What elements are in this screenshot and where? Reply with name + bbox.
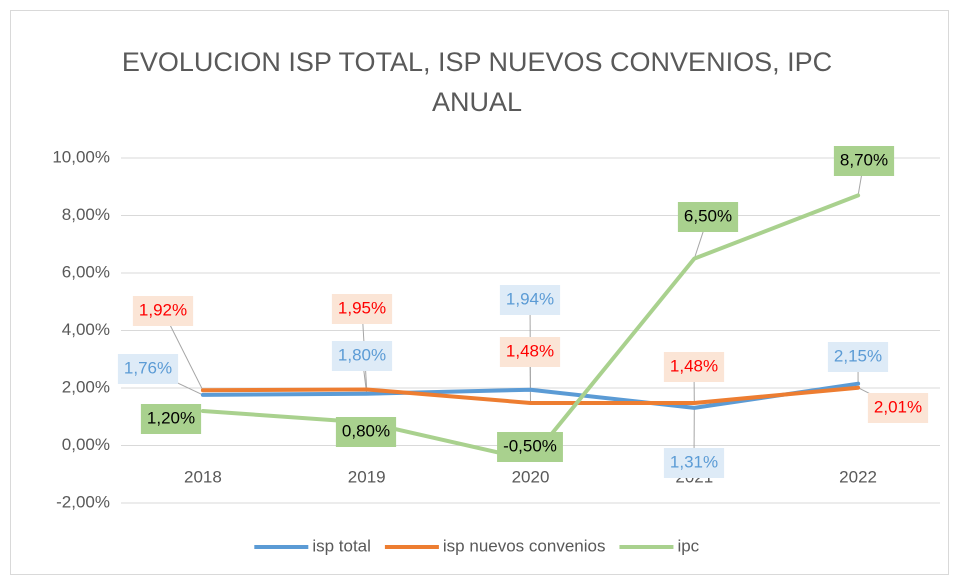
data-label-text: 1,20% [147,408,195,427]
data-label: 1,95% [331,294,393,324]
data-label: 1,20% [140,404,202,434]
data-label-box [663,448,725,478]
data-label-box [827,342,889,372]
data-label-text: 1,76% [124,358,172,377]
data-label-text: 6,50% [684,206,732,225]
y-tick-label: -2,00% [56,492,110,511]
data-label-text: 8,70% [840,150,888,169]
data-label-text: 2,01% [874,397,922,416]
legend: isp total isp nuevos convenios ipc [254,536,700,555]
chart-border [10,10,949,575]
chart-title: EVOLUCION ISP TOTAL, ISP NUEVOS CONVENIO… [121,47,833,117]
data-label-box [132,296,194,326]
legend-item: ipc [619,536,700,555]
data-label: 1,31% [663,448,725,478]
data-label-text: 1,48% [670,356,718,375]
y-tick-label: 8,00% [62,205,110,224]
series-line [200,385,861,405]
data-label-text: 1,80% [338,345,386,364]
data-label: 0,80% [335,417,397,447]
data-label: 1,48% [663,352,725,382]
data-label-box [331,341,393,371]
legend-item: isp total [254,536,371,555]
data-label: 1,48% [499,337,561,367]
data-label: 2,15% [827,342,889,372]
data-label-text: 1,94% [506,289,554,308]
data-label-text: 0,80% [342,421,390,440]
data-label-box [867,393,929,423]
data-label-text: 1,92% [139,300,187,319]
legend-label: ipc [677,536,699,555]
x-tick-label: 2022 [839,467,877,486]
legend-label: isp nuevos convenios [443,536,606,555]
data-label: 1,94% [499,285,561,315]
data-label-box [335,417,397,447]
data-label-text: 2,15% [834,346,882,365]
y-tick-label: 6,00% [62,262,110,281]
data-label: 8,70% [833,146,895,176]
data-label-text: -0,50% [503,436,557,455]
data-label-box [833,146,895,176]
data-label-box [331,294,393,324]
x-tick-label: 2020 [512,467,550,486]
data-label: 6,50% [677,202,739,232]
y-tick-label: 0,00% [62,435,110,454]
x-tick-label: 2018 [184,467,222,486]
x-tick-label: 2019 [348,467,386,486]
data-label-text: 1,48% [506,341,554,360]
data-label-box [117,354,179,384]
data-labels: 1,76% 1,80% 1,94% 1,31% 2,15% 1,92% 1,95% 1,48%… [117,146,929,478]
data-label: -0,50% [497,432,563,462]
y-tick-label: 2,00% [62,377,110,396]
data-label-text: 1,95% [338,298,386,317]
data-label-box [497,432,563,462]
data-label: 1,80% [331,341,393,371]
data-label: 2,01% [867,393,929,423]
data-label-box [663,352,725,382]
data-label-box [140,404,202,434]
data-label-box [499,285,561,315]
data-label-box [677,202,739,232]
y-tick-label: 4,00% [62,320,110,339]
legend-item: isp nuevos convenios [384,536,606,555]
data-label-text: 1,31% [670,452,718,471]
y-tick-label: 10,00% [52,147,110,166]
data-label: 1,92% [132,296,194,326]
legend-label: isp total [312,536,371,555]
data-label-box [499,337,561,367]
data-label: 1,76% [117,354,179,384]
